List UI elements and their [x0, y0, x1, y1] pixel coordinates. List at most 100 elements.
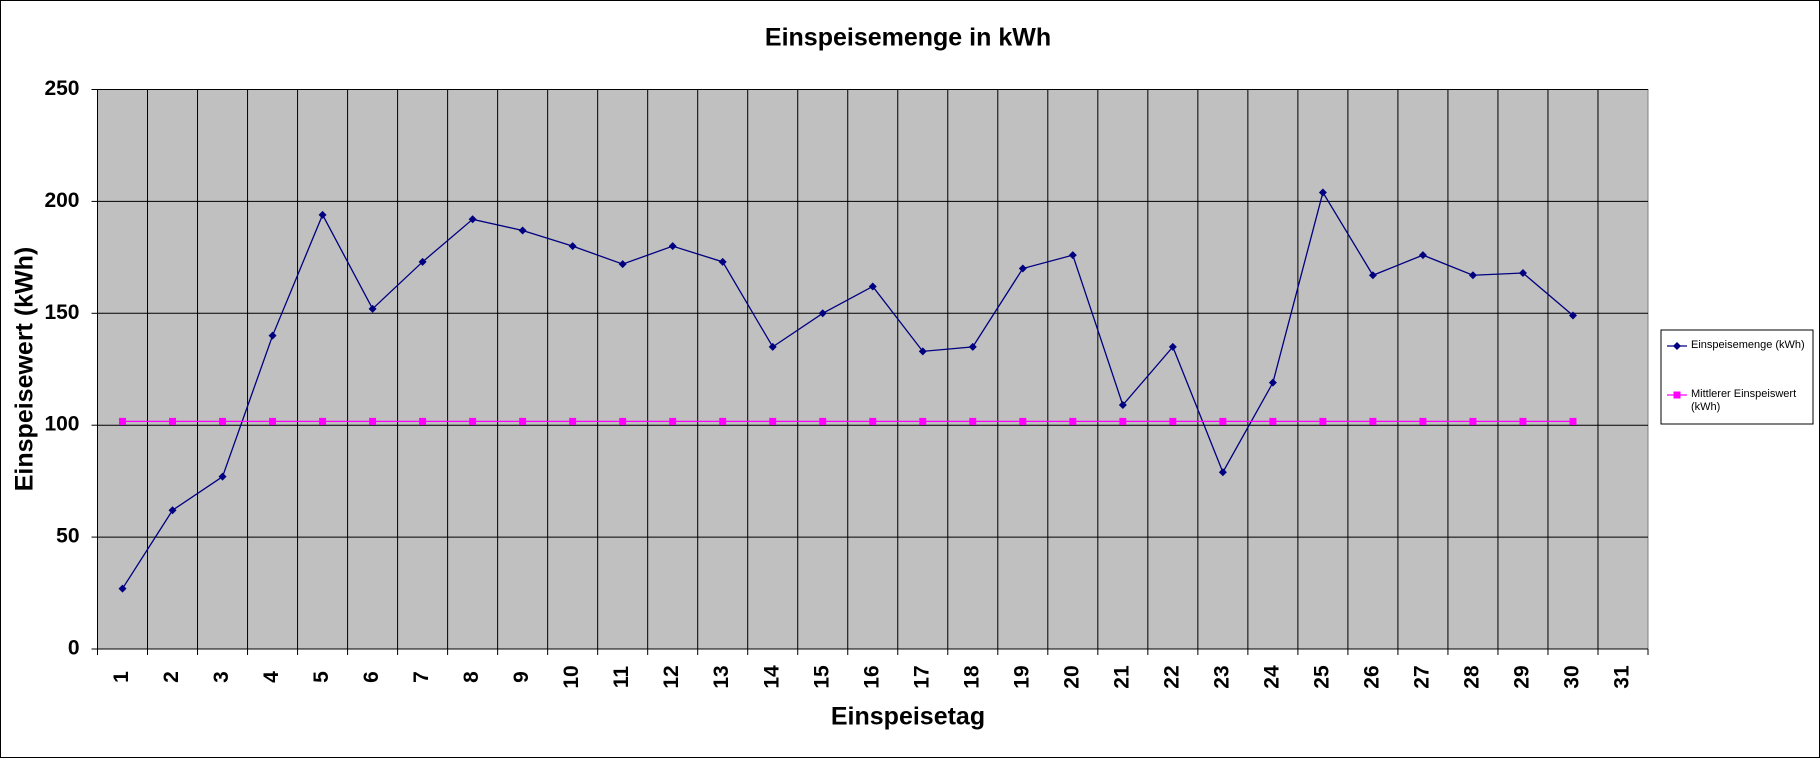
- x-tick-label: 26: [1360, 665, 1383, 688]
- point: [1418, 251, 1427, 260]
- legend-marker: [1673, 391, 1681, 399]
- point: [1169, 417, 1177, 425]
- point: [369, 417, 377, 425]
- legend-marker: [1673, 342, 1681, 350]
- point: [1268, 378, 1277, 387]
- legend-entry: Mittlerer Einspeiswert (kWh): [1691, 388, 1797, 413]
- point: [519, 417, 527, 425]
- point: [1069, 417, 1077, 425]
- x-tick-label: 8: [460, 671, 483, 683]
- point: [119, 417, 127, 425]
- point: [169, 417, 177, 425]
- point: [1118, 401, 1127, 410]
- x-tick-label: 10: [560, 665, 583, 688]
- point: [319, 417, 327, 425]
- point: [468, 215, 477, 224]
- x-axis-label: Einspeisetag: [831, 703, 985, 731]
- point: [1468, 271, 1477, 280]
- point: [568, 242, 577, 251]
- x-tick-label: 25: [1310, 665, 1333, 689]
- point: [1119, 417, 1127, 425]
- point: [118, 584, 127, 593]
- point: [868, 282, 877, 291]
- point: [268, 331, 277, 340]
- x-tick-label: 1: [110, 671, 133, 683]
- x-tick-label: 18: [960, 665, 983, 689]
- x-tick-label: 5: [310, 671, 333, 683]
- x-tick-label: 4: [260, 671, 283, 683]
- point: [168, 506, 177, 515]
- legend-entry: Einspeisemenge (kWh): [1691, 339, 1805, 351]
- point: [1469, 417, 1477, 425]
- y-tick-label: 250: [44, 77, 79, 100]
- point: [1269, 417, 1277, 425]
- point: [1168, 342, 1177, 351]
- y-tick-label: 100: [44, 413, 79, 436]
- x-tick-label: 3: [210, 671, 233, 683]
- point: [819, 417, 827, 425]
- x-tick-label: 28: [1460, 665, 1483, 689]
- x-tick-label: 23: [1210, 665, 1233, 688]
- point: [719, 417, 727, 425]
- point: [769, 417, 777, 425]
- point: [1519, 417, 1527, 425]
- point: [1368, 271, 1377, 280]
- point: [318, 210, 327, 219]
- y-tick-label: 150: [44, 301, 79, 324]
- point: [768, 342, 777, 351]
- y-axis-label: Einspeisewert (kWh): [11, 247, 39, 492]
- x-tick-label: 30: [1561, 665, 1584, 688]
- x-tick-label: 7: [410, 671, 433, 683]
- x-tick-label: 6: [360, 671, 383, 683]
- point: [918, 347, 927, 356]
- x-tick-label: 27: [1410, 665, 1433, 688]
- point: [669, 417, 677, 425]
- point: [1018, 264, 1027, 273]
- x-tick-label: 19: [1010, 665, 1033, 688]
- y-tick-label: 0: [68, 637, 80, 660]
- point: [418, 257, 427, 266]
- point: [919, 417, 927, 425]
- point: [218, 472, 227, 481]
- x-tick-label: 31: [1611, 665, 1634, 689]
- point: [668, 242, 677, 251]
- x-tick-label: 14: [760, 665, 783, 689]
- x-tick-label: 9: [510, 671, 533, 683]
- point: [518, 226, 527, 235]
- x-tick-label: 15: [810, 665, 833, 689]
- point: [269, 417, 277, 425]
- point: [869, 417, 877, 425]
- x-tick-label: 21: [1110, 665, 1133, 689]
- chart-title: Einspeisemenge in kWh: [765, 24, 1051, 52]
- point: [1568, 311, 1577, 320]
- x-tick-label: 17: [910, 665, 933, 688]
- y-tick-label: 50: [56, 525, 79, 548]
- point: [1319, 417, 1327, 425]
- legend-label: Einspeisemenge (kWh): [1691, 339, 1805, 351]
- point: [1218, 468, 1227, 477]
- point: [1318, 188, 1327, 197]
- series-line: [121, 190, 1574, 589]
- point: [1518, 269, 1527, 278]
- point: [969, 417, 977, 425]
- point: [1419, 417, 1427, 425]
- x-tick-label: 16: [860, 665, 883, 688]
- point: [419, 417, 427, 425]
- x-tick-label: 29: [1511, 665, 1534, 688]
- point: [469, 417, 477, 425]
- point: [1219, 417, 1227, 425]
- legend-label: Mittlerer Einspeiswert (kWh): [1691, 388, 1797, 413]
- point: [1068, 251, 1077, 260]
- point: [368, 304, 377, 313]
- y-tick-label: 200: [44, 189, 79, 212]
- point: [968, 342, 977, 351]
- point: [618, 260, 627, 269]
- point: [718, 257, 727, 266]
- point: [1019, 417, 1027, 425]
- x-tick-label: 11: [610, 666, 633, 689]
- point: [569, 417, 577, 425]
- x-tick-label: 2: [160, 671, 183, 683]
- x-tick-label: 20: [1060, 665, 1083, 688]
- x-tick-label: 22: [1160, 665, 1183, 688]
